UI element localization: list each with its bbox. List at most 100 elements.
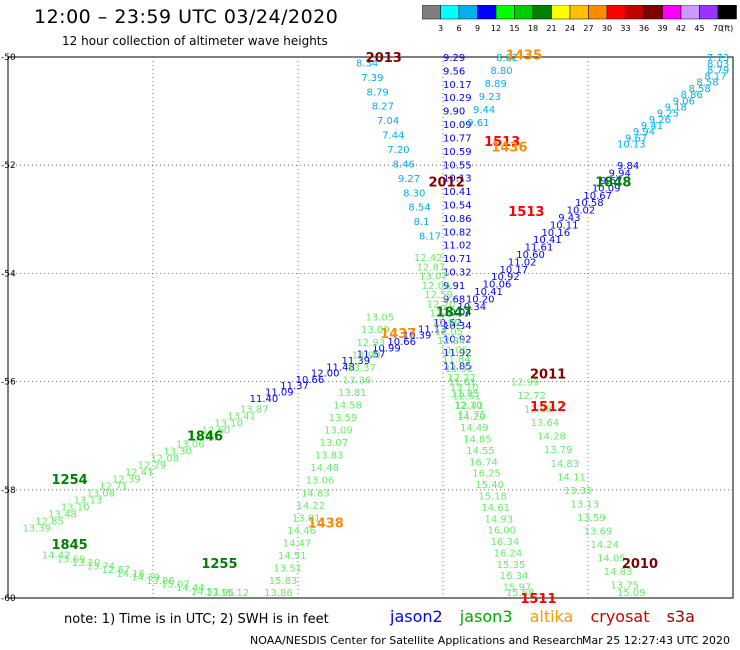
- swh-reading: 9.25: [657, 109, 679, 120]
- swh-reading: 12.85: [35, 517, 64, 528]
- swh-reading: 8.86: [681, 90, 703, 101]
- pass-time-label: 1512: [530, 400, 566, 415]
- swh-reading: 10.92: [491, 272, 520, 283]
- swh-reading: 13.83: [315, 451, 344, 462]
- swh-reading: 10.99: [372, 343, 401, 354]
- pass-time-label: 1848: [595, 175, 631, 190]
- pass-time-label: 1437: [380, 327, 416, 342]
- swh-reading: 10.17: [443, 80, 472, 91]
- swh-reading: 8.1: [414, 217, 430, 228]
- y-tick-label: -52: [1, 161, 16, 171]
- swh-reading: 13.86: [264, 588, 293, 599]
- swh-reading: 13.06: [176, 440, 205, 451]
- swh-reading: 13.64: [531, 418, 560, 429]
- legend-tick: 18: [528, 24, 538, 33]
- swh-reading: 11.61: [525, 243, 554, 254]
- swh-reading: 13.59: [329, 413, 358, 424]
- swh-reading: 12.33: [429, 309, 458, 320]
- swh-reading: 10.09: [443, 120, 472, 131]
- swh-reading: 10.86: [443, 214, 472, 225]
- swh-reading: 13.09: [361, 325, 390, 336]
- swh-reading: 8.03: [707, 59, 729, 70]
- swh-reading: 13.90: [352, 350, 381, 361]
- pass-time-label: 1254: [52, 473, 88, 488]
- swh-reading: 8.17: [419, 232, 441, 243]
- swh-reading: 10.16: [541, 228, 570, 239]
- swh-reading: 9.18: [665, 102, 687, 113]
- wave-height-map: 303336394245-50-52-54-56-58-6011.4011.09…: [1, 48, 734, 605]
- swh-reading: 13.07: [320, 438, 349, 449]
- swh-reading: 13.09: [324, 426, 353, 437]
- swh-reading: 12.71: [99, 482, 128, 493]
- swh-reading: 14.51: [278, 551, 307, 562]
- swh-reading: 9.26: [649, 115, 671, 126]
- swh-reading: 9.90: [443, 107, 465, 118]
- swh-reading: 14.39: [131, 572, 160, 583]
- swh-reading: 13.79: [544, 445, 573, 456]
- swh-reading: 14.47: [283, 538, 312, 549]
- swh-reading: 14.83: [301, 488, 330, 499]
- swh-reading: 10.20: [466, 294, 495, 305]
- swh-reading: 16.25: [472, 469, 501, 480]
- swh-reading: 8.79: [707, 65, 729, 76]
- swh-reading: 7.73: [707, 53, 729, 64]
- swh-reading: 11.02: [443, 241, 472, 252]
- swh-reading: 13.30: [163, 447, 192, 458]
- pass-time-label: 1847: [436, 305, 472, 320]
- pass-time-label: 1513: [508, 205, 544, 220]
- swh-reading: 11.37: [280, 381, 309, 392]
- swh-reading: 11.85: [443, 361, 472, 372]
- swh-reading: 8.82: [496, 53, 518, 64]
- swh-reading: 8.89: [485, 79, 507, 90]
- swh-reading: 15.18: [478, 491, 507, 502]
- legend-tick: 3: [438, 24, 443, 33]
- swh-reading: 14.85: [463, 435, 492, 446]
- legend-tick: 12: [491, 24, 501, 33]
- swh-reading: 8.58: [688, 84, 710, 95]
- swh-reading: 12.00: [311, 369, 340, 380]
- swh-reading: 9.43: [558, 213, 580, 224]
- swh-reading: 11.13: [418, 324, 447, 335]
- swh-reading: 12.68: [524, 405, 553, 416]
- swh-reading: 9.41: [641, 121, 663, 132]
- swh-reading: 9.84: [617, 161, 639, 172]
- swh-reading: 7.44: [382, 131, 404, 142]
- swh-reading: 14.44: [176, 583, 205, 594]
- swh-reading: 8.30: [403, 188, 425, 199]
- pass-time-label: 2010: [622, 557, 658, 572]
- legend-tick: 33: [620, 24, 630, 33]
- swh-reading: 8.46: [393, 159, 415, 170]
- swh-reading: 11.02: [508, 257, 537, 268]
- swh-reading: 13.10: [72, 558, 101, 569]
- swh-reading: 10.59: [443, 147, 472, 158]
- pass-time-label: 1436: [491, 140, 527, 155]
- swh-reading: 10.58: [575, 198, 604, 209]
- swh-reading: 10.41: [443, 187, 472, 198]
- swh-reading: 9.44: [473, 105, 495, 116]
- swh-reading: 10.04: [443, 308, 472, 319]
- legend-swatch: [717, 5, 737, 20]
- page-title: 12:00 – 23:59 UTC 03/24/2020: [34, 6, 339, 28]
- legend-tick: 21: [546, 24, 556, 33]
- swh-reading: 10.34: [458, 302, 487, 313]
- swh-reading: 10.29: [443, 93, 472, 104]
- legend-tick: 42: [676, 24, 686, 33]
- swh-reading: 13.81: [338, 388, 367, 399]
- swh-reading: 11.61: [448, 378, 477, 389]
- swh-reading: 14.83: [604, 567, 633, 578]
- pass-time-label: 1255: [201, 557, 237, 572]
- swh-reading: 16.34: [500, 571, 529, 582]
- swh-reading: 9.61: [467, 118, 489, 129]
- legend-tick: 15: [509, 24, 519, 33]
- pass-time-label: 1435: [506, 48, 542, 63]
- y-tick-label: -54: [1, 269, 16, 279]
- swh-reading: 14.16: [116, 569, 145, 580]
- swh-reading: 8.58: [696, 78, 718, 89]
- swh-reading: 15.68: [506, 588, 535, 599]
- swh-reading: 12.29: [138, 461, 167, 472]
- swh-reading: 14.49: [460, 423, 489, 434]
- swh-reading: 13.05: [366, 313, 395, 324]
- swh-reading: 10.71: [443, 254, 472, 265]
- swh-reading: 12.06: [422, 281, 451, 292]
- swh-reading: 10.77: [443, 133, 472, 144]
